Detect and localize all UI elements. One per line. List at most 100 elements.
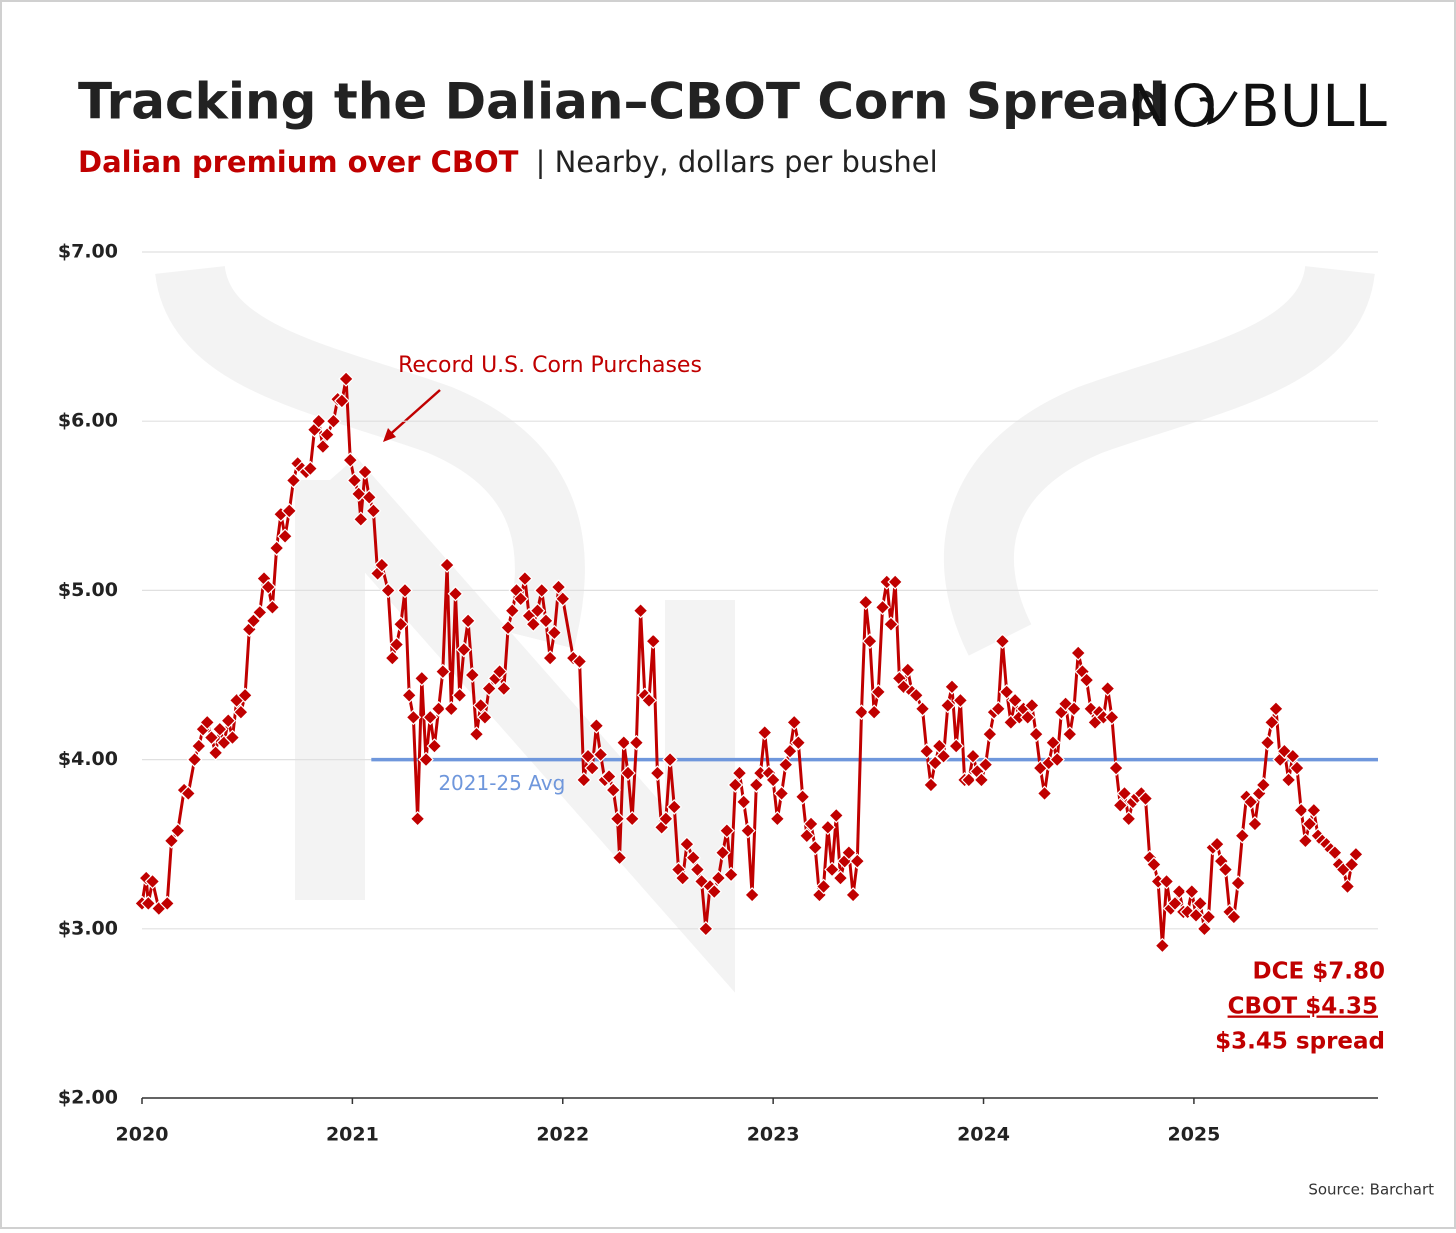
data-point: [325, 413, 342, 430]
data-point: [740, 822, 756, 839]
data-point: [237, 687, 253, 704]
data-point: [199, 714, 216, 731]
data-point: [820, 819, 836, 836]
y-tick-label: $4.00: [58, 748, 118, 770]
data-point: [794, 788, 811, 805]
data-point: [281, 503, 298, 519]
data-point: [1268, 700, 1284, 717]
data-point: [401, 687, 418, 704]
logo-horn: [1199, 90, 1238, 126]
data-point: [140, 895, 157, 912]
data-point: [641, 692, 657, 709]
data-point: [352, 511, 369, 528]
data-point: [666, 799, 683, 815]
callout-text: DCE $7.80: [1253, 959, 1385, 985]
data-point: [334, 393, 350, 409]
x-tick-label: 2023: [747, 1124, 800, 1146]
logo-text: NO: [1128, 72, 1217, 140]
callout-text: CBOT $4.35: [1228, 994, 1378, 1020]
callout-text: $3.45 spread: [1215, 1029, 1385, 1055]
data-point: [914, 700, 931, 717]
data-point: [611, 849, 628, 866]
data-point: [727, 777, 744, 793]
data-point: [1280, 772, 1297, 788]
data-point: [605, 782, 622, 798]
data-point: [285, 472, 302, 489]
data-point: [1305, 802, 1322, 819]
data-point: [1120, 810, 1137, 827]
data-point: [496, 680, 512, 697]
data-point: [504, 602, 521, 619]
annotation: Record U.S. Corn Purchases: [398, 353, 702, 378]
data-point: [977, 756, 994, 773]
data-point: [169, 822, 186, 839]
data-point: [1217, 861, 1234, 878]
data-point: [434, 663, 451, 680]
data-point: [277, 528, 293, 545]
data-point: [481, 680, 497, 697]
data-point: [1247, 816, 1263, 832]
data-point: [952, 692, 969, 709]
data-point: [144, 873, 161, 890]
y-tick-label: $7.00: [58, 241, 118, 263]
data-point: [714, 844, 731, 861]
data-point: [765, 772, 781, 788]
data-point: [1028, 726, 1044, 743]
data-point: [908, 687, 925, 704]
data-point: [456, 641, 472, 658]
subtitle-highlight: Dalian premium over CBOT: [78, 145, 519, 179]
data-point: [960, 772, 977, 788]
data-point: [679, 836, 695, 853]
data-point: [430, 700, 447, 717]
data-point: [1024, 697, 1040, 714]
data-point: [1146, 856, 1162, 873]
data-point: [689, 861, 706, 878]
data-point: [224, 729, 241, 746]
data-point: [538, 613, 554, 629]
data-point: [233, 704, 249, 721]
data-point: [748, 777, 765, 793]
data-point: [546, 624, 563, 641]
data-point: [798, 827, 815, 844]
data-point: [380, 582, 396, 599]
data-point: [1167, 895, 1183, 912]
data-point: [361, 489, 378, 506]
data-point: [939, 697, 956, 714]
data-point: [1301, 816, 1318, 832]
data-point: [418, 751, 434, 768]
data-point: [1196, 920, 1213, 937]
data-point: [580, 748, 596, 765]
data-point: [649, 765, 666, 781]
data-point: [1078, 672, 1095, 688]
data-point: [923, 777, 939, 793]
subtitle: Dalian premium over CBOT | Nearby, dolla…: [78, 145, 938, 179]
data-point: [1104, 709, 1120, 726]
data-point: [693, 873, 710, 890]
chart-title: Tracking the Dalian–CBOT Corn Spread: [78, 73, 1166, 131]
data-point: [710, 870, 727, 886]
data-point: [1112, 797, 1129, 814]
data-point: [1200, 909, 1217, 925]
data-point: [264, 599, 281, 616]
y-tick-label: $2.00: [58, 1087, 118, 1109]
data-point: [777, 756, 794, 773]
data-point: [645, 633, 662, 650]
data-point: [468, 726, 485, 743]
data-point: [426, 738, 443, 754]
data-point: [1327, 844, 1343, 861]
data-point: [862, 633, 878, 650]
data-point: [1061, 726, 1078, 743]
x-tick-label: 2022: [536, 1124, 589, 1146]
data-point: [998, 684, 1015, 700]
data-point: [1099, 680, 1116, 697]
data-point: [464, 667, 481, 683]
data-point: [1276, 743, 1293, 759]
data-point: [1045, 734, 1061, 751]
data-point: [832, 870, 849, 886]
data-point: [571, 653, 588, 670]
data-point: [1070, 645, 1087, 661]
logo-text: BULL: [1240, 72, 1387, 140]
data-point: [260, 579, 277, 595]
watermark: [155, 263, 1375, 993]
